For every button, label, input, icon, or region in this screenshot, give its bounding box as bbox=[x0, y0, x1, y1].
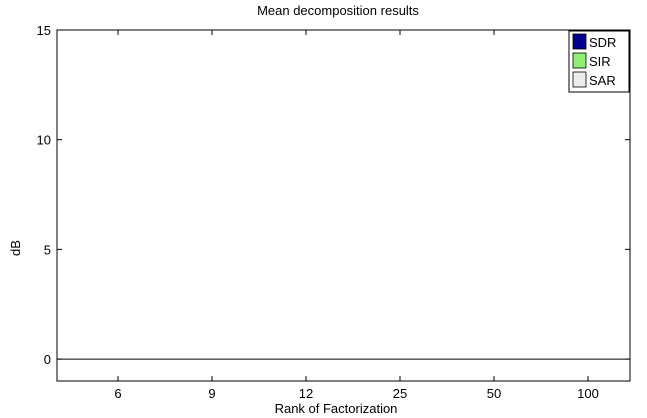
y-tick-label: 5 bbox=[44, 242, 51, 257]
legend-swatch-sdr bbox=[572, 33, 587, 50]
x-tick-label: 6 bbox=[114, 386, 121, 401]
legend-label-sir: SIR bbox=[589, 54, 611, 69]
legend: SDR SIR SAR bbox=[568, 30, 630, 93]
legend-label-sar: SAR bbox=[589, 73, 616, 88]
plot-frame bbox=[56, 29, 631, 382]
x-tick-label: 100 bbox=[577, 386, 599, 401]
x-tick-label: 12 bbox=[299, 386, 313, 401]
x-tick-label: 9 bbox=[208, 386, 215, 401]
y-axis-label: dB bbox=[8, 240, 23, 256]
axes-layer: 69122550100200500051015 bbox=[37, 23, 631, 401]
x-tick-label: 25 bbox=[393, 386, 407, 401]
y-tick-label: 10 bbox=[37, 133, 51, 148]
y-tick-label: 15 bbox=[37, 23, 51, 38]
x-axis-label: Rank of Factorization bbox=[275, 401, 398, 416]
chart-title: Mean decomposition results bbox=[257, 3, 419, 18]
legend-label-sdr: SDR bbox=[589, 35, 616, 50]
legend-swatch-sir bbox=[572, 52, 587, 69]
legend-swatch-sar bbox=[572, 71, 587, 88]
y-tick-label: 0 bbox=[44, 352, 51, 367]
x-tick-label: 50 bbox=[487, 386, 501, 401]
